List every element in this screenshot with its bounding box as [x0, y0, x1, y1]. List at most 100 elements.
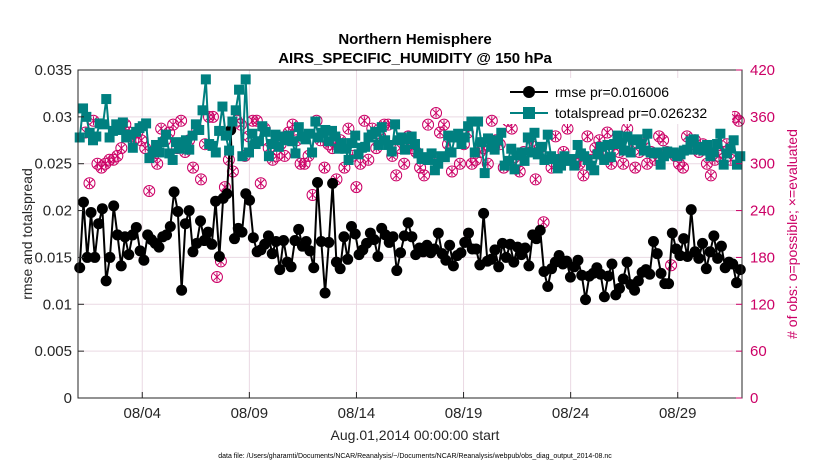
rmse-point — [221, 188, 233, 200]
totalspread-point — [609, 139, 620, 150]
obs-evaluated-marker — [360, 116, 369, 126]
obs-possible-marker — [143, 185, 156, 198]
left-tick-label: 0 — [64, 390, 72, 407]
rmse-point — [312, 176, 324, 188]
totalspread-point — [459, 132, 470, 143]
totalspread-point — [473, 116, 484, 127]
totalspread-point — [622, 131, 633, 142]
rmse-point — [734, 264, 746, 276]
obs-possible-marker — [438, 118, 451, 131]
totalspread-point — [509, 164, 520, 175]
totalspread-point — [161, 129, 172, 140]
rmse-point — [100, 275, 112, 287]
rmse-point — [304, 245, 316, 257]
rmse-point — [108, 200, 120, 212]
totalspread-point — [370, 126, 381, 137]
obs-possible-marker — [210, 270, 223, 283]
rmse-point — [440, 254, 452, 266]
totalspread-point — [151, 139, 162, 150]
totalspread-point — [502, 155, 513, 166]
obs-possible-marker — [294, 157, 307, 170]
rmse-point — [187, 246, 199, 258]
totalspread-point — [529, 127, 540, 138]
obs-evaluated-marker — [280, 151, 289, 161]
obs-possible-marker — [577, 169, 590, 182]
obs-evaluated-marker — [256, 178, 265, 188]
obs-evaluated-marker — [352, 182, 361, 192]
totalspread-point — [207, 140, 218, 151]
obs-evaluated-marker — [563, 124, 572, 134]
totalspread-point — [323, 136, 334, 147]
totalspread-point — [718, 159, 729, 170]
rmse-point — [179, 218, 191, 230]
obs-possible-marker — [83, 177, 96, 190]
rmse-point — [319, 287, 331, 299]
totalspread-point — [111, 119, 122, 130]
totalspread-point — [190, 119, 201, 130]
x-tick-label: 08/14 — [338, 405, 376, 422]
rmse-point — [561, 255, 573, 267]
totalspread-point — [516, 147, 527, 158]
rmse-series — [74, 124, 746, 306]
x-tick-label: 08/29 — [659, 405, 697, 422]
rmse-point — [334, 263, 346, 275]
rmse-point — [534, 224, 546, 236]
rmse-point — [655, 267, 667, 279]
totalspread-point — [426, 148, 437, 159]
totalspread-point — [456, 139, 467, 150]
rmse-point — [602, 270, 614, 282]
totalspread-point — [612, 130, 623, 141]
obs-possible-marker — [732, 114, 745, 127]
totalspread-point — [423, 154, 434, 165]
rmse-point — [172, 206, 184, 218]
rmse-point — [372, 250, 384, 262]
totalspread-point — [443, 130, 454, 141]
totalspread-point — [330, 131, 341, 142]
right-tick-label: 0 — [750, 390, 758, 407]
obs-possible-marker — [653, 130, 666, 143]
totalspread-point — [101, 94, 112, 105]
totalspread-point — [429, 165, 440, 176]
obs-evaluated-marker — [320, 163, 329, 173]
totalspread-point — [536, 141, 547, 152]
obs-evaluated-marker — [197, 174, 205, 184]
right-tick-label: 120 — [750, 296, 775, 313]
obs-possible-marker — [175, 114, 188, 127]
totalspread-point — [117, 117, 128, 128]
totalspread-point — [396, 132, 407, 143]
rmse-point — [580, 294, 592, 306]
totalspread-point — [154, 147, 165, 158]
obs-possible-marker — [167, 118, 180, 131]
obs-possible-marker — [529, 173, 542, 186]
rmse-point — [606, 258, 618, 270]
obs-evaluated-marker — [117, 143, 126, 153]
obs-evaluated-marker — [308, 190, 317, 200]
totalspread-point — [483, 133, 494, 144]
rmse-point — [202, 226, 214, 238]
rmse-point — [708, 230, 720, 242]
left-tick-label: 0.02 — [43, 203, 72, 220]
rmse-point — [387, 231, 399, 243]
totalspread-point — [619, 145, 630, 156]
obs-evaluated-marker — [364, 155, 373, 165]
x-axis: 08/04 08/09 08/14 08/19 08/24 08/29 — [123, 392, 697, 422]
totalspread-point — [224, 145, 235, 156]
right-tick-label: 420 — [750, 62, 775, 79]
rmse-point — [338, 231, 350, 243]
totalspread-point — [386, 146, 397, 157]
left-tick-label: 0.015 — [34, 249, 72, 266]
totalspread-point — [569, 160, 580, 171]
rmse-point — [644, 268, 656, 280]
rmse-point — [349, 228, 361, 240]
obs-evaluated-marker — [456, 159, 464, 169]
rmse-point — [244, 194, 256, 206]
obs-possible-marker — [91, 157, 104, 170]
obs-possible-marker — [453, 157, 466, 170]
totalspread-point — [599, 154, 610, 165]
obs-possible-marker — [195, 173, 208, 186]
totalspread-point — [287, 136, 298, 147]
rmse-point — [470, 243, 482, 255]
rmse-point — [493, 261, 505, 273]
totalspread-point — [320, 124, 331, 135]
